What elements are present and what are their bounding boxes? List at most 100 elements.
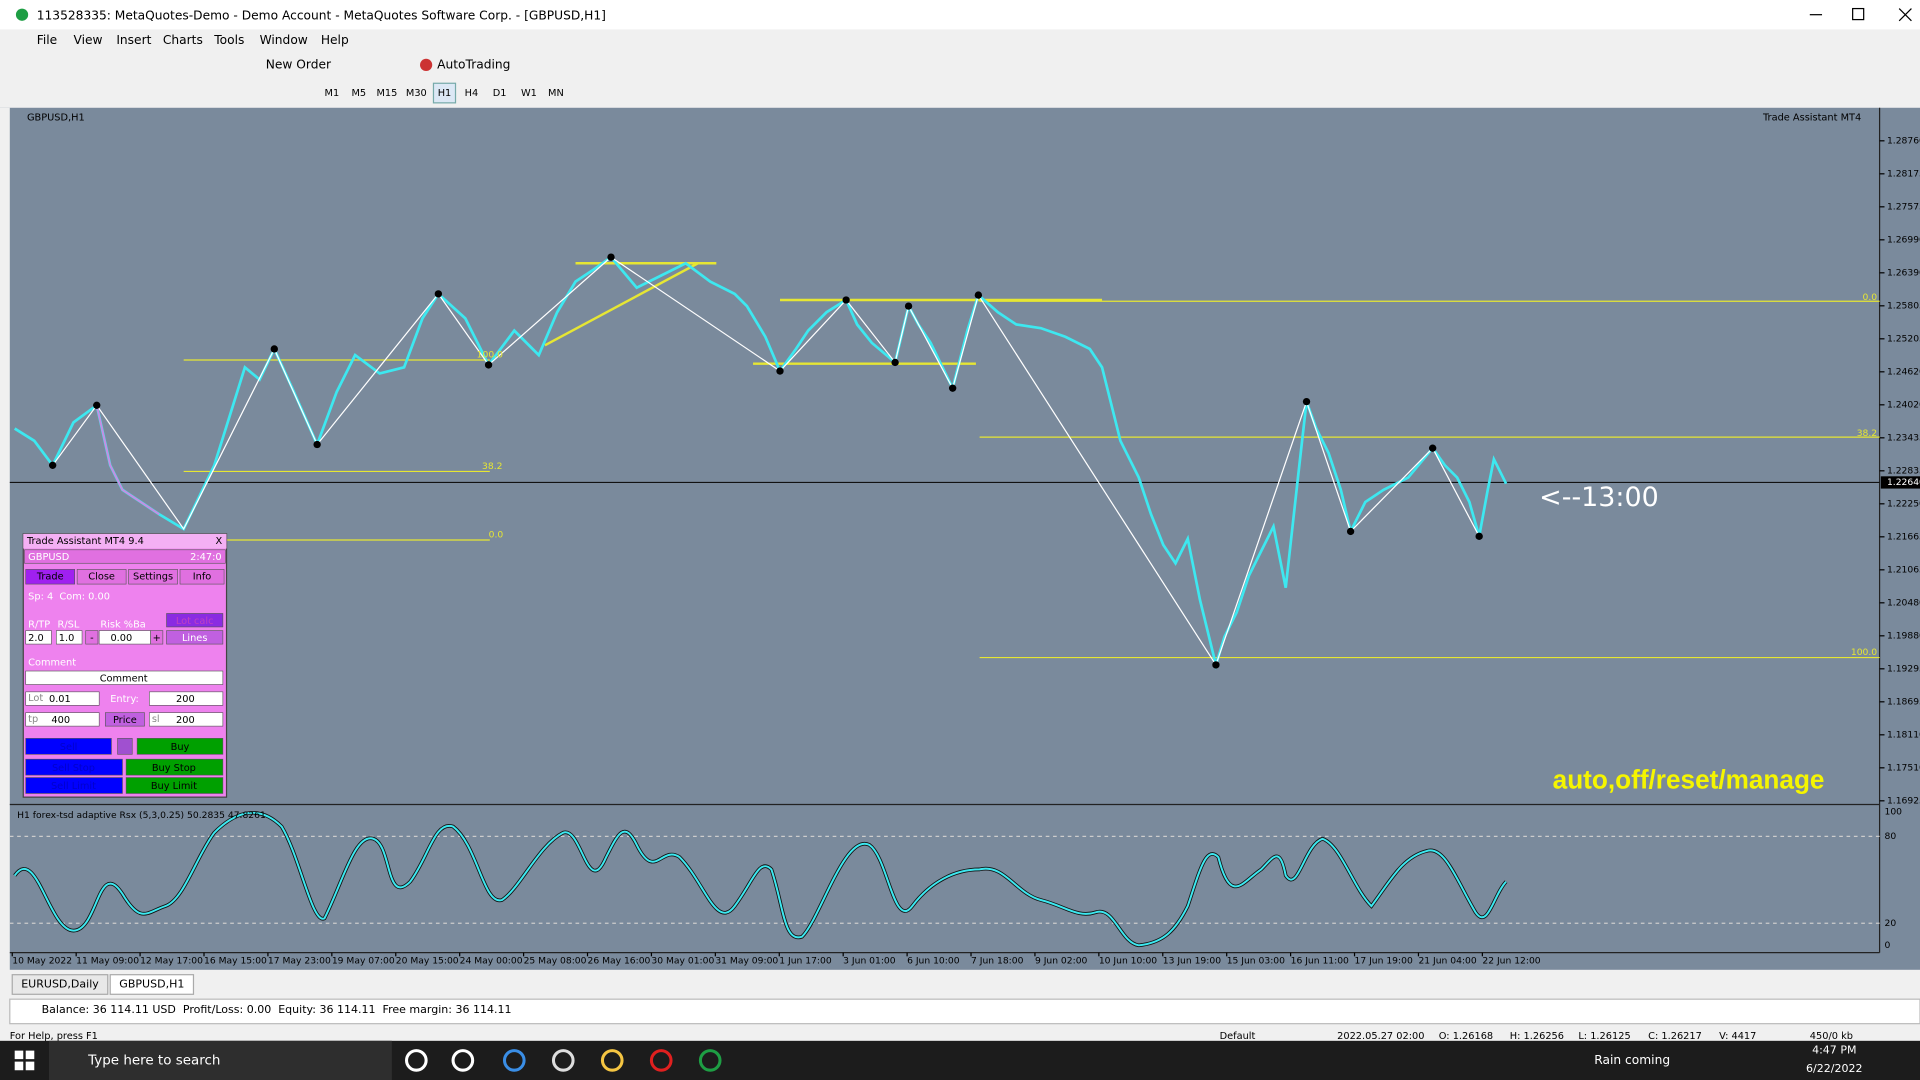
timeframe-button: MN <box>548 88 564 99</box>
date-label: 17 May 23:00 <box>268 956 331 967</box>
status-text: V: 4417 <box>1719 1031 1756 1042</box>
price-tick-label: 1.20480 <box>1887 597 1920 608</box>
panel-control[interactable] <box>150 630 164 645</box>
taskbar-app[interactable] <box>502 1049 526 1072</box>
fib-label: 0.0 <box>1863 292 1878 303</box>
panel-text: Buy Stop <box>152 763 196 774</box>
indicator-name: Trade Assistant MT4 <box>1762 113 1861 124</box>
taskbar-app[interactable] <box>551 1049 575 1072</box>
panel-control[interactable] <box>125 777 224 794</box>
chart-symbol: GBPUSD,H1 <box>27 113 85 124</box>
panel-control[interactable] <box>25 630 52 645</box>
taskbar-app[interactable] <box>649 1049 673 1072</box>
pivot <box>1428 444 1437 452</box>
timeframe-button: M30 <box>406 88 427 99</box>
status-text: For Help, press F1 <box>10 1031 98 1042</box>
current-price-box <box>1880 476 1920 489</box>
tab[interactable] <box>11 974 109 995</box>
pivot <box>891 358 899 367</box>
date-label: 3 Jun 01:00 <box>843 956 896 967</box>
close[interactable] <box>1898 8 1912 22</box>
taskbar-app[interactable] <box>405 1049 428 1072</box>
panel-title-bar <box>23 533 227 549</box>
panel-control[interactable] <box>24 549 226 564</box>
panel-text: 0.01 <box>49 694 71 705</box>
window-controls[interactable] <box>1809 7 1912 22</box>
oscillator-label: H1 forex-tsd adaptive Rsx (5,3,0.25) 50.… <box>17 810 266 821</box>
panel-text: 200 <box>176 715 195 726</box>
menu-item: View <box>73 33 102 47</box>
panel-text: Lot calc <box>176 616 214 627</box>
clock-date: 6/22/2022 <box>1806 1062 1862 1075</box>
panel-control[interactable] <box>125 758 224 776</box>
panel-text: Price <box>113 715 137 726</box>
tab-active[interactable] <box>109 974 195 995</box>
panel-text: Trade Assistant MT4 9.4 <box>26 536 144 547</box>
panel-control[interactable] <box>166 613 224 628</box>
price-tick-label: 1.26390 <box>1887 267 1920 278</box>
timeframe-button: H4 <box>465 88 479 99</box>
panel-control[interactable] <box>179 569 225 585</box>
taskbar-app[interactable] <box>600 1049 624 1072</box>
panel-control[interactable] <box>85 630 99 645</box>
timeframe-button: H1 <box>438 88 452 99</box>
taskbar-app[interactable] <box>698 1049 722 1072</box>
autotrading-label: AutoTrading <box>437 57 510 71</box>
new-order-button[interactable] <box>244 55 329 75</box>
panel-control[interactable] <box>128 569 178 585</box>
panel-text: tp <box>28 714 38 725</box>
timeframe-button: M1 <box>325 88 340 99</box>
start-button[interactable] <box>14 1050 35 1071</box>
panel-control[interactable] <box>136 738 224 755</box>
panel-control[interactable] <box>166 630 224 645</box>
oscillator-line <box>13 811 1507 947</box>
menu-item: Tools <box>213 33 244 47</box>
zigzag-points <box>48 253 1483 669</box>
price-tick-label: 1.19880 <box>1887 630 1920 641</box>
date-label: 6 Jun 10:00 <box>907 956 960 967</box>
search-box[interactable] <box>48 1040 392 1080</box>
weather: Rain coming <box>1594 1053 1670 1067</box>
panel-control[interactable] <box>56 630 83 645</box>
panel-control[interactable] <box>25 670 224 685</box>
date-label: 1 Jun 17:00 <box>779 956 832 967</box>
panel-control[interactable] <box>149 712 224 727</box>
panel-control[interactable] <box>25 712 100 727</box>
terminal <box>9 998 1920 1025</box>
panel-control[interactable] <box>25 777 123 794</box>
panel-control[interactable] <box>149 691 224 706</box>
search-placeholder: Type here to search <box>87 1053 220 1068</box>
taskbar-app[interactable] <box>451 1049 475 1072</box>
timeframe-active <box>432 82 457 104</box>
panel-control[interactable] <box>117 738 133 755</box>
maximize[interactable] <box>1852 7 1865 21</box>
pivot <box>313 440 321 449</box>
panel-control[interactable] <box>105 712 145 727</box>
panel-control[interactable] <box>25 738 112 755</box>
panel-control[interactable] <box>25 758 123 776</box>
annotation: <--13:00 <box>1539 482 1659 513</box>
price-tick-label: 1.25805 <box>1887 300 1920 311</box>
status-text: Default <box>1220 1031 1256 1042</box>
status-text: O: 1.26168 <box>1439 1031 1493 1042</box>
fib-label: 100.0 <box>1851 647 1877 658</box>
panel-text: Settings <box>133 572 173 583</box>
price-tick-label: 1.24020 <box>1887 399 1920 410</box>
price-tick-label: 1.18110 <box>1887 729 1920 740</box>
panel-text: + <box>153 633 161 644</box>
timeframe-button: D1 <box>493 88 507 99</box>
panel-text: R/TP <box>28 619 50 630</box>
date-label: 16 May 15:00 <box>204 956 267 967</box>
date-label: 30 May 01:00 <box>651 956 714 967</box>
panel-text: 0.00 <box>110 633 132 644</box>
panel-control[interactable] <box>25 691 100 706</box>
price-tick-label: 1.22835 <box>1887 465 1920 476</box>
panel-control[interactable] <box>25 569 75 585</box>
chart-background <box>0 107 1920 975</box>
panel-text: R/SL <box>58 619 80 630</box>
panel-control[interactable] <box>76 569 127 585</box>
pivot <box>434 290 443 298</box>
date-label: 19 May 07:00 <box>332 956 395 967</box>
autotrading-button[interactable] <box>416 55 512 75</box>
